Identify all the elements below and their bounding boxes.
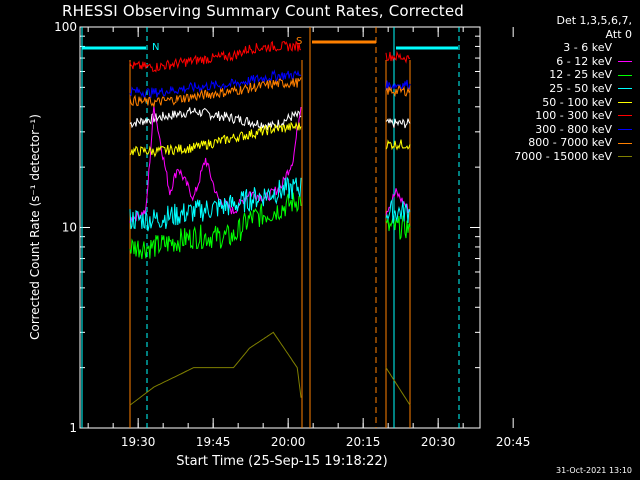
legend-entry: 3 - 6 keV [514, 41, 632, 55]
series-line [385, 139, 411, 151]
legend-swatch [618, 101, 632, 103]
legend-swatch [618, 61, 632, 63]
x-tick-label: 20:00 [271, 435, 306, 449]
y-tick-label: 10 [62, 221, 77, 235]
legend-entry-label: 800 - 7000 keV [528, 136, 612, 150]
y-tick-label: 100 [54, 20, 77, 34]
marker-label: S [296, 36, 302, 47]
legend-entry-label: 100 - 300 keV [535, 109, 612, 123]
y-axis-label-text: Corrected Count Rate (s⁻¹ detector⁻¹) [28, 114, 42, 340]
x-tick-label: 20:45 [496, 435, 531, 449]
legend-entry-label: 50 - 100 keV [542, 95, 612, 109]
series-line [129, 69, 302, 99]
x-tick-label: 20:30 [421, 435, 456, 449]
series-line [129, 40, 302, 73]
legend-swatch [618, 74, 632, 76]
plot-frame [79, 26, 481, 429]
x-tick-label: 20:15 [346, 435, 381, 449]
series-line [129, 192, 302, 260]
legend-rows: 3 - 6 keV 6 - 12 keV 12 - 25 keV 25 - 50 ke… [514, 41, 632, 163]
legend-entry-label: 7000 - 15000 keV [514, 149, 612, 163]
plot-layer: 1 10 100 19:30 19:45 20:00 20:15 20:30 20:45 N S [54, 20, 530, 449]
legend-swatch [618, 47, 632, 49]
series-line [385, 215, 411, 240]
series-line [129, 121, 302, 158]
legend-entry-label: 300 - 800 keV [535, 122, 612, 136]
y-axis-label: Corrected Count Rate (s⁻¹ detector⁻¹) [28, 114, 42, 340]
series-line [385, 367, 411, 406]
legend-entry-label: 25 - 50 keV [549, 81, 612, 95]
legend-entry-label: 12 - 25 keV [549, 68, 612, 82]
series-line [385, 84, 411, 98]
legend-entry: 300 - 800 keV [514, 123, 632, 137]
legend: Det 1,3,5,6,7, Att 0 3 - 6 keV 6 - 12 keV… [514, 14, 632, 164]
legend-swatch [618, 156, 632, 158]
legend-entry: 7000 - 15000 keV [514, 150, 632, 164]
series-line [385, 79, 411, 92]
series-line [129, 331, 302, 406]
series-line [129, 176, 302, 232]
series-line [385, 118, 411, 129]
legend-entry: 50 - 100 keV [514, 96, 632, 110]
legend-header-line-2: Att 0 [605, 27, 632, 41]
legend-swatch [618, 115, 632, 117]
y-tick-label: 1 [69, 421, 77, 435]
chart-title: RHESSI Observing Summary Count Rates, Co… [62, 2, 465, 20]
legend-entry: 12 - 25 keV [514, 68, 632, 82]
legend-swatch [618, 129, 632, 131]
legend-swatch [618, 142, 632, 144]
legend-entry: 800 - 7000 keV [514, 136, 632, 150]
series-line [385, 50, 411, 64]
x-axis-title: Start Time (25-Sep-15 19:18:22) [176, 454, 388, 469]
legend-entry-label: 6 - 12 keV [556, 54, 612, 68]
x-tick-label: 19:45 [196, 435, 231, 449]
x-tick-label: 19:30 [121, 435, 156, 449]
legend-header-line-1: Det 1,3,5,6,7, [556, 14, 632, 27]
legend-swatch [618, 88, 632, 90]
footer-timestamp: 31-Oct-2021 13:10 [556, 466, 632, 475]
series-line [129, 77, 302, 107]
legend-entry: 25 - 50 keV [514, 82, 632, 96]
series-line [129, 107, 302, 131]
legend-entry: 100 - 300 keV [514, 109, 632, 123]
series-line [385, 198, 411, 224]
legend-entry: 6 - 12 keV [514, 55, 632, 69]
marker-label: N [152, 42, 159, 53]
legend-entry-label: 3 - 6 keV [563, 41, 612, 55]
series-line [129, 106, 302, 223]
